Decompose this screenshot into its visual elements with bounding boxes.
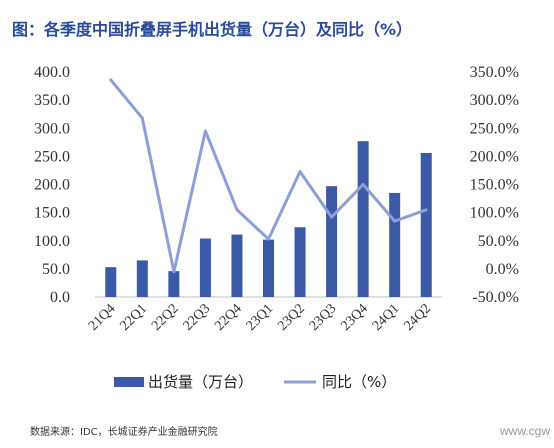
y-left-tick-label: 100.0 bbox=[34, 233, 70, 250]
y-right-tick-label: 250.0% bbox=[470, 120, 519, 137]
y-left-tick-label: 300.0 bbox=[34, 120, 70, 137]
bar-shipment bbox=[326, 186, 338, 297]
line-point-yoy bbox=[267, 237, 270, 241]
x-category-label: 23Q4 bbox=[338, 301, 371, 334]
x-category-label: 21Q4 bbox=[86, 301, 119, 334]
x-category-label: 23Q1 bbox=[244, 301, 277, 334]
x-category-label: 24Q2 bbox=[401, 301, 434, 334]
line-point-yoy bbox=[424, 208, 428, 212]
x-category-label: 22Q3 bbox=[181, 301, 214, 334]
legend-bar-swatch bbox=[114, 377, 144, 387]
x-category-label: 23Q2 bbox=[275, 301, 308, 334]
x-category-label: 24Q1 bbox=[370, 301, 403, 334]
bar-shipment bbox=[294, 227, 306, 297]
line-point-yoy bbox=[298, 170, 302, 174]
bar-shipment bbox=[105, 267, 117, 297]
x-category-label: 22Q4 bbox=[212, 301, 245, 334]
bar-shipment bbox=[263, 239, 274, 297]
y-right-tick-label: 200.0% bbox=[470, 148, 519, 165]
y-left-tick-label: 350.0 bbox=[34, 92, 70, 109]
line-point-yoy bbox=[393, 219, 397, 223]
y-left-tick-label: 250.0 bbox=[34, 148, 70, 165]
y-right-tick-label: 150.0% bbox=[470, 177, 519, 194]
y-right-tick-label: -50.0% bbox=[472, 289, 519, 306]
line-point-yoy bbox=[140, 116, 144, 120]
y-right-tick-label: 350.0% bbox=[470, 64, 519, 81]
line-point-yoy bbox=[109, 78, 113, 82]
source-note: 数据来源：IDC，长城证券产业金融研究院 bbox=[30, 427, 218, 438]
legend-line-label: 同比（%） bbox=[322, 373, 396, 391]
bar-shipment bbox=[357, 141, 369, 297]
y-left-tick-label: 400.0 bbox=[34, 64, 70, 81]
watermark-text: www.cgw bbox=[499, 424, 550, 438]
line-point-yoy bbox=[203, 129, 207, 133]
bar-shipment bbox=[420, 153, 432, 297]
x-category-label: 23Q3 bbox=[307, 301, 340, 334]
bar-shipment bbox=[199, 238, 211, 297]
bar-shipment bbox=[136, 260, 148, 297]
y-right-tick-label: 100.0% bbox=[470, 205, 519, 222]
bar-shipment bbox=[168, 271, 180, 297]
y-left-tick-label: 0.0 bbox=[50, 289, 70, 306]
y-right-tick-label: 0.0% bbox=[486, 261, 519, 278]
line-point-yoy bbox=[235, 208, 239, 212]
y-left-tick-label: 50.0 bbox=[42, 261, 70, 278]
bar-shipment bbox=[389, 192, 401, 297]
y-left-tick-label: 150.0 bbox=[34, 205, 70, 222]
legend-bar-label: 出货量（万台） bbox=[148, 373, 253, 391]
bar-shipment bbox=[231, 234, 243, 297]
line-point-yoy bbox=[361, 183, 365, 186]
y-left-tick-label: 200.0 bbox=[34, 177, 70, 194]
line-point-yoy bbox=[172, 270, 176, 274]
chart-title: 图：各季度中国折叠屏手机出货量（万台）及同比（%） bbox=[12, 20, 413, 39]
y-right-tick-label: 50.0% bbox=[478, 233, 519, 250]
line-point-yoy bbox=[330, 215, 334, 219]
y-right-tick-label: 300.0% bbox=[470, 92, 519, 109]
x-category-label: 22Q1 bbox=[118, 301, 151, 334]
x-category-label: 22Q2 bbox=[149, 301, 182, 334]
